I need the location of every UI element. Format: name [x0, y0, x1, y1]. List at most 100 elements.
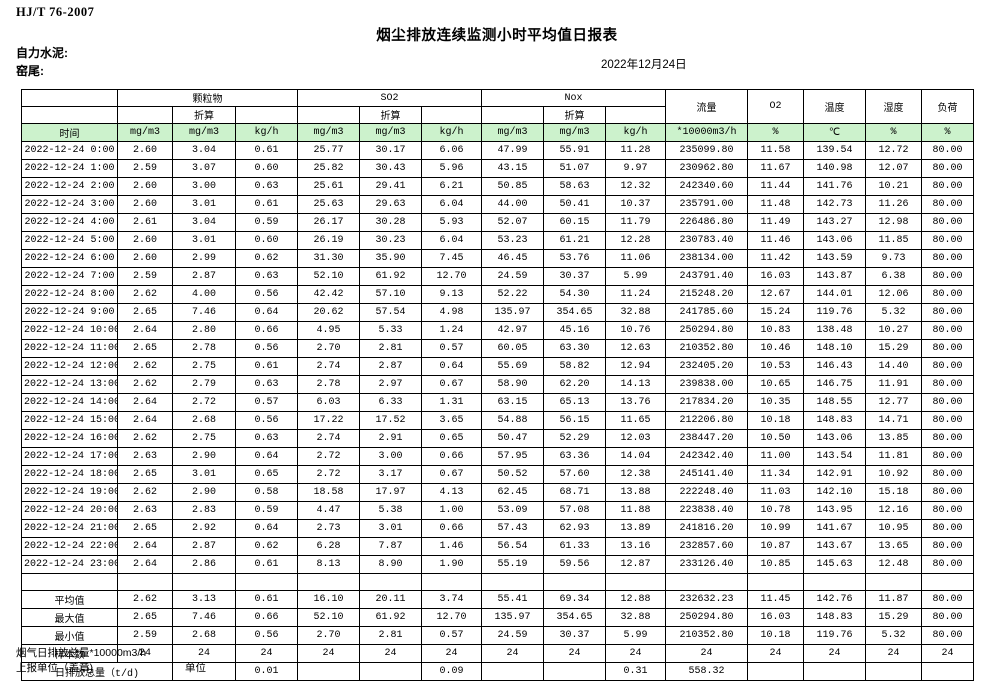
blank-cell — [172, 573, 236, 591]
hourly-label: 2022-12-24 20:00 — [21, 501, 118, 520]
hourly-cell: 25.63 — [297, 195, 361, 214]
table-row-summary: 样本数 24 24 24 24 24 24 24 24 24 24 24 24 24 24 — [21, 644, 975, 663]
hourly-cell: 142.10 — [803, 483, 867, 502]
subheader-time-blank — [21, 106, 118, 124]
daily-total-flow: 558.32 — [665, 662, 749, 681]
hourly-cell: 242340.60 — [665, 177, 749, 196]
hourly-cell: 6.33 — [359, 393, 423, 412]
hourly-cell: 2.65 — [117, 303, 173, 322]
hourly-label: 2022-12-24 12:00 — [21, 357, 118, 376]
header-load: 负荷 — [921, 89, 975, 124]
unit-nox-kgh: kg/h — [605, 123, 667, 142]
hourly-cell: 119.76 — [803, 303, 867, 322]
hourly-cell: 2.81 — [359, 339, 423, 358]
hourly-label: 2022-12-24 21:00 — [21, 519, 118, 538]
hourly-cell: 12.98 — [865, 213, 923, 232]
hourly-cell: 0.64 — [234, 447, 299, 466]
table-row: 2022-12-24 0:00 2.60 3.04 0.61 25.77 30.17 6.0… — [21, 141, 975, 160]
hourly-cell: 12.67 — [747, 285, 805, 304]
hourly-label: 2022-12-24 8:00 — [21, 285, 118, 304]
hourly-cell: 11.81 — [865, 447, 923, 466]
summary-cell: 80.00 — [921, 626, 975, 645]
table-row-daily-total: 日排放总量（t/d) 0.01 0.09 0.31 558.32 — [21, 662, 975, 681]
hourly-cell: 143.67 — [803, 537, 867, 556]
summary-cell: 12.70 — [421, 608, 483, 627]
daily-total-o2-blank — [747, 662, 805, 681]
hourly-cell: 11.44 — [747, 177, 805, 196]
hourly-cell: 58.82 — [543, 357, 607, 376]
hourly-cell: 14.40 — [865, 357, 923, 376]
hourly-cell: 80.00 — [921, 519, 975, 538]
hourly-cell: 8.90 — [359, 555, 423, 574]
header-group-particulate: 颗粒物 — [116, 89, 299, 107]
summary-cell: 24 — [543, 644, 607, 663]
hourly-cell: 62.93 — [543, 519, 607, 538]
blank-cell — [117, 573, 173, 591]
hourly-cell: 12.06 — [865, 285, 923, 304]
hourly-cell: 0.61 — [234, 141, 299, 160]
hourly-cell: 2.74 — [297, 357, 361, 376]
hourly-cell: 43.15 — [481, 159, 545, 178]
hourly-cell: 12.72 — [865, 141, 923, 160]
summary-cell: 16.03 — [747, 608, 805, 627]
summary-cell: 80.00 — [921, 590, 975, 609]
summary-label: 最小值 — [21, 626, 118, 645]
summary-cell: 3.13 — [172, 590, 236, 609]
hourly-cell: 7.87 — [359, 537, 423, 556]
table-data-body: 2022-12-24 0:00 2.60 3.04 0.61 25.77 30.17 6.0… — [21, 141, 975, 681]
blank-cell — [665, 573, 749, 591]
hourly-cell: 10.83 — [747, 321, 805, 340]
report-date: 2022年12月24日 — [601, 59, 687, 71]
hourly-cell: 52.22 — [481, 285, 545, 304]
hourly-cell: 46.45 — [481, 249, 545, 268]
hourly-cell: 4.00 — [172, 285, 236, 304]
hourly-cell: 10.92 — [865, 465, 923, 484]
hourly-cell: 2.60 — [117, 141, 173, 160]
hourly-cell: 148.55 — [803, 393, 867, 412]
hourly-cell: 0.63 — [234, 177, 299, 196]
table-row: 2022-12-24 17:00 2.63 2.90 0.64 2.72 3.00 0.66… — [21, 447, 975, 466]
hourly-cell: 0.57 — [421, 339, 483, 358]
hourly-cell: 4.98 — [421, 303, 483, 322]
summary-cell: 119.76 — [803, 626, 867, 645]
unit-time: 时间 — [21, 123, 118, 142]
hourly-cell: 0.67 — [421, 375, 483, 394]
hourly-cell: 0.63 — [234, 375, 299, 394]
table-row: 2022-12-24 18:00 2.65 3.01 0.65 2.72 3.17 0.67… — [21, 465, 975, 484]
subheader-so2-rate — [421, 106, 483, 124]
hourly-cell: 50.85 — [481, 177, 545, 196]
hourly-cell: 13.76 — [605, 393, 667, 412]
hourly-cell: 2.62 — [117, 285, 173, 304]
hourly-cell: 61.21 — [543, 231, 607, 250]
hourly-cell: 17.97 — [359, 483, 423, 502]
hourly-label: 2022-12-24 10:00 — [21, 321, 118, 340]
subheader-so2-measured — [297, 106, 361, 124]
hourly-cell: 62.45 — [481, 483, 545, 502]
hourly-cell: 11.46 — [747, 231, 805, 250]
hourly-cell: 12.16 — [865, 501, 923, 520]
hourly-cell: 0.65 — [421, 429, 483, 448]
unit-temperature: ℃ — [803, 123, 867, 142]
table-row: 2022-12-24 15:00 2.64 2.68 0.56 17.22 17.52 3.… — [21, 411, 975, 430]
hourly-cell: 10.53 — [747, 357, 805, 376]
hourly-cell: 239838.00 — [665, 375, 749, 394]
hourly-cell: 2.59 — [117, 267, 173, 286]
hourly-label: 2022-12-24 2:00 — [21, 177, 118, 196]
daily-total-temperature-blank — [803, 662, 867, 681]
hourly-cell: 2.86 — [172, 555, 236, 574]
summary-cell: 2.70 — [297, 626, 361, 645]
daily-total-so2: 0.09 — [421, 662, 483, 681]
summary-cell: 5.99 — [605, 626, 667, 645]
hourly-label: 2022-12-24 6:00 — [21, 249, 118, 268]
hourly-cell: 135.97 — [481, 303, 545, 322]
blank-cell — [747, 573, 805, 591]
hourly-cell: 5.96 — [421, 159, 483, 178]
hourly-cell: 3.00 — [359, 447, 423, 466]
summary-cell: 24 — [605, 644, 667, 663]
hourly-cell: 143.06 — [803, 231, 867, 250]
hourly-cell: 80.00 — [921, 411, 975, 430]
summary-cell: 3.74 — [421, 590, 483, 609]
table-row-summary: 最大值 2.65 7.46 0.66 52.10 61.92 12.70 135.97 354.… — [21, 608, 975, 627]
hourly-cell: 2.64 — [117, 537, 173, 556]
hourly-cell: 51.07 — [543, 159, 607, 178]
